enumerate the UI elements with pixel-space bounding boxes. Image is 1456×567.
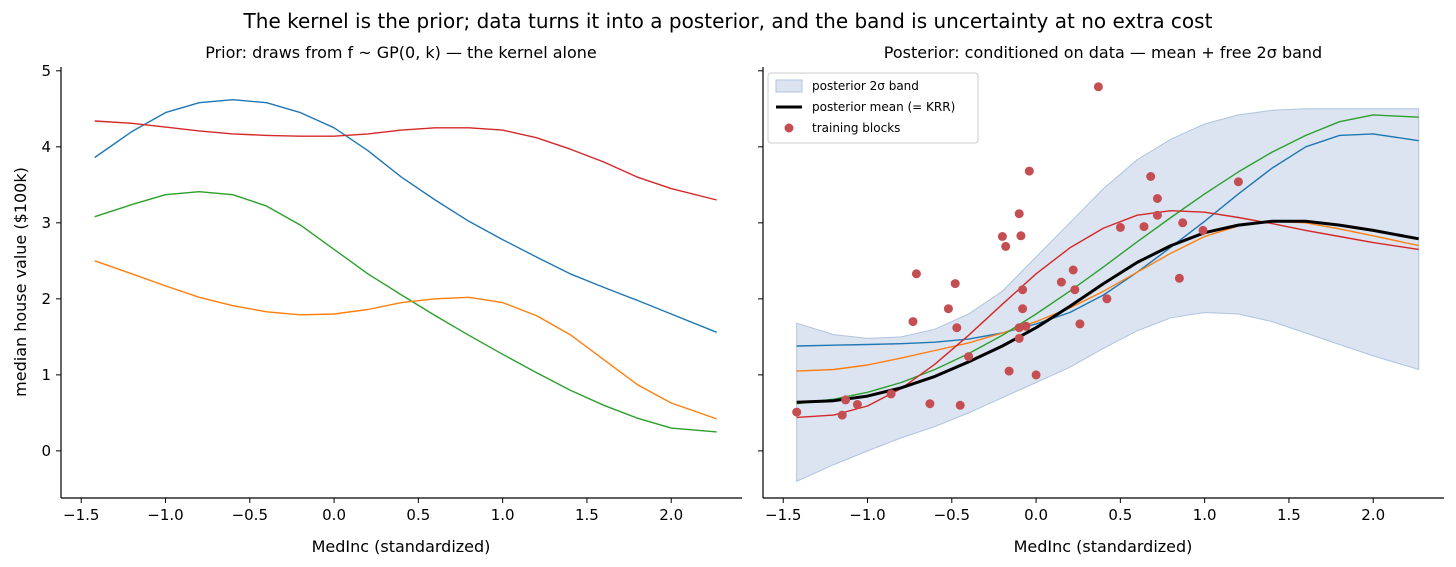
training-point <box>1070 285 1080 295</box>
y-tick-label: 0 <box>41 442 51 460</box>
x-tick-label: −1.0 <box>147 506 183 524</box>
training-point <box>1178 218 1188 228</box>
x-tick-label: 1.0 <box>491 506 515 524</box>
training-point <box>908 317 918 327</box>
legend-band-swatch <box>775 79 803 93</box>
training-point <box>1014 323 1024 333</box>
y-tick-label: 5 <box>41 62 51 80</box>
training-point <box>1152 210 1162 220</box>
training-point <box>1174 273 1184 283</box>
training-point <box>1115 222 1125 232</box>
x-tick-label: 2.0 <box>1361 506 1385 524</box>
training-point <box>964 352 974 362</box>
training-point <box>950 279 960 289</box>
training-point <box>1024 166 1034 176</box>
posterior-mean-layer <box>796 219 1419 404</box>
training-point <box>911 269 921 279</box>
training-point <box>1014 209 1024 219</box>
x-tick-label: 1.5 <box>575 506 599 524</box>
x-tick-label: −0.5 <box>934 506 970 524</box>
prior-axis-ticks: −1.5 −1.0 −0.5 0.0 0.5 1.0 1.5 2.0 0 1 2 3 4 5 <box>41 62 683 524</box>
training-points <box>792 82 1243 420</box>
draw-line-blue <box>94 99 717 333</box>
posterior-panel-title: Posterior: conditioned on data — mean + … <box>884 43 1322 62</box>
x-tick-label: 2.0 <box>659 506 683 524</box>
posterior-mean-line <box>796 219 1419 404</box>
training-point <box>1102 294 1112 304</box>
x-tick-label: −1.5 <box>765 506 801 524</box>
training-point <box>841 395 851 405</box>
y-tick-label: 3 <box>41 214 51 232</box>
prior-x-axis-label: MedInc (standardized) <box>312 537 491 556</box>
x-tick-label: 0.0 <box>1024 506 1048 524</box>
legend-point-swatch <box>784 123 794 133</box>
prior-panel: Prior: draws from f ~ GP(0, k) — the ker… <box>11 43 742 556</box>
draw-line-red <box>94 120 717 201</box>
training-point <box>792 407 802 417</box>
training-point <box>952 323 962 333</box>
x-tick-label: −0.5 <box>232 506 268 524</box>
training-point <box>1001 241 1011 251</box>
legend-points-label: training blocks <box>812 121 900 135</box>
training-point <box>1152 194 1162 203</box>
training-point <box>1021 321 1031 331</box>
training-point <box>1146 172 1156 181</box>
training-point <box>1093 82 1103 92</box>
draw-line-orange <box>94 260 717 420</box>
training-point <box>1016 231 1026 241</box>
training-point <box>1198 225 1208 235</box>
x-tick-label: 0.0 <box>322 506 346 524</box>
x-tick-label: −1.5 <box>63 506 99 524</box>
training-point <box>1056 277 1066 287</box>
posterior-panel: Posterior: conditioned on data — mean + … <box>758 43 1444 556</box>
prior-draws <box>94 99 717 433</box>
training-point <box>837 410 847 420</box>
x-tick-label: 1.5 <box>1277 506 1301 524</box>
training-point <box>886 389 896 399</box>
posterior-axes-spines <box>762 67 1444 499</box>
legend-mean-label: posterior mean (= KRR) <box>812 100 955 114</box>
legend-band-label: posterior 2σ band <box>812 79 919 93</box>
training-point <box>1068 265 1078 275</box>
draw-line-green <box>796 114 1419 405</box>
training-point <box>925 399 935 409</box>
y-tick-label: 1 <box>41 366 51 384</box>
prior-axes-spines <box>60 67 742 499</box>
training-point <box>955 400 965 410</box>
draw-line-green <box>94 191 717 433</box>
prior-y-axis-label: median house value ($100k) <box>11 167 30 397</box>
training-point <box>1233 177 1243 187</box>
legend-frame <box>767 72 979 144</box>
prior-panel-title: Prior: draws from f ~ GP(0, k) — the ker… <box>205 43 597 62</box>
x-tick-label: 0.5 <box>1108 506 1132 524</box>
y-tick-label: 2 <box>41 290 51 308</box>
training-point <box>1031 370 1041 380</box>
x-tick-label: 1.0 <box>1193 506 1217 524</box>
draw-line-blue <box>796 133 1419 347</box>
training-point <box>943 304 953 314</box>
training-point <box>1139 222 1149 232</box>
x-tick-label: 0.5 <box>406 506 430 524</box>
training-point <box>1018 285 1028 295</box>
training-point <box>1075 319 1085 329</box>
posterior-legend: posterior 2σ band posterior mean (= KRR)… <box>767 72 979 144</box>
posterior-x-axis-label: MedInc (standardized) <box>1014 537 1193 556</box>
training-point <box>997 232 1007 241</box>
y-tick-label: 4 <box>41 138 51 156</box>
training-point <box>1004 366 1014 376</box>
training-point <box>1014 333 1024 343</box>
training-point <box>1018 304 1028 314</box>
training-point <box>852 400 862 409</box>
figure-suptitle: The kernel is the prior; data turns it i… <box>243 9 1213 33</box>
x-tick-label: −1.0 <box>849 506 885 524</box>
posterior-axis-ticks: −1.5 −1.0 −0.5 0.0 0.5 1.0 1.5 2.0 <box>758 70 1385 524</box>
